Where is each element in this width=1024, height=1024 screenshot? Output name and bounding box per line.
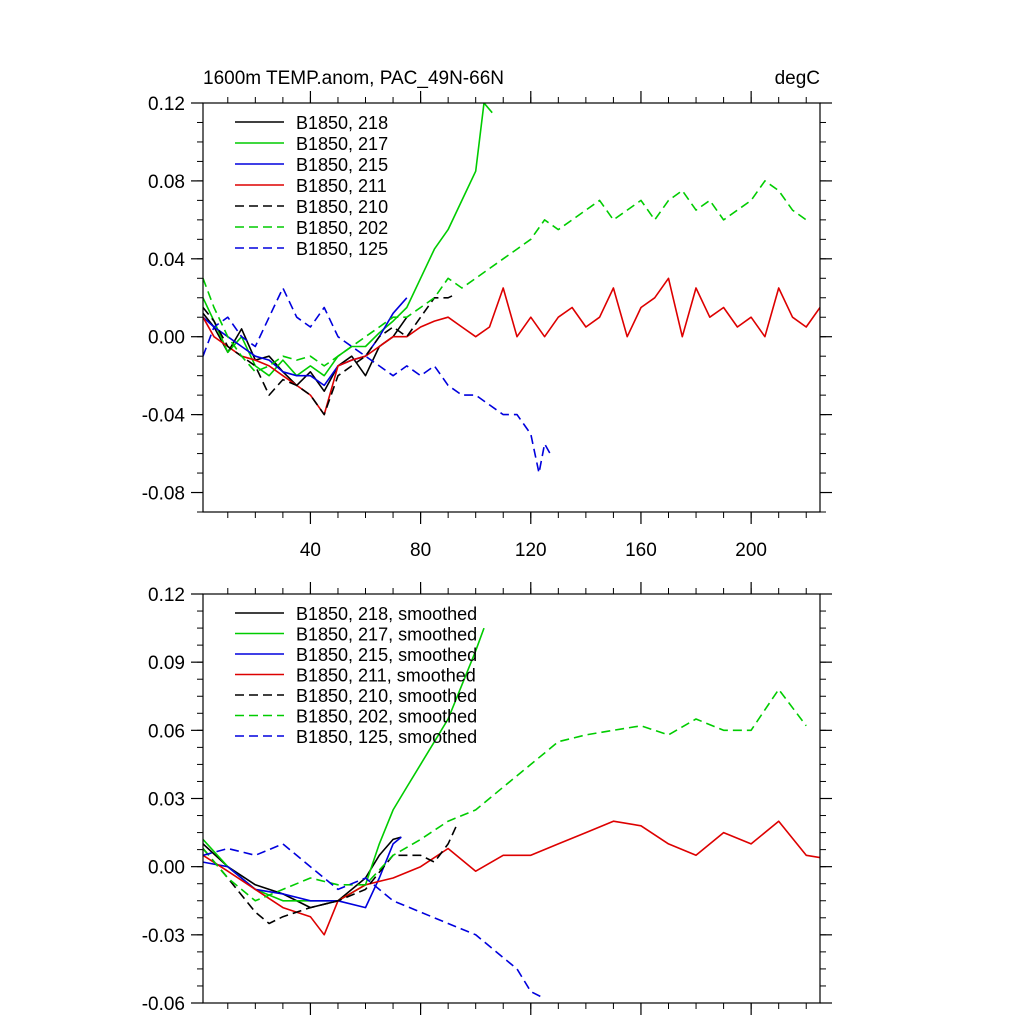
bottom-series-group bbox=[203, 627, 820, 1000]
bottom-legend-label-6: B1850, 202, smoothed bbox=[296, 707, 477, 727]
top-y-tick-label: 0.08 bbox=[148, 172, 185, 193]
bottom-legend-label-3: B1850, 215, smoothed bbox=[296, 645, 477, 665]
top-series-group bbox=[203, 103, 820, 474]
top-series-line-7 bbox=[203, 287, 551, 474]
bottom-legend-label-5: B1850, 210, smoothed bbox=[296, 686, 477, 706]
top-legend-label-5: B1850, 210 bbox=[296, 197, 388, 217]
top-panel-title: 1600m TEMP.anom, PAC_49N-66N bbox=[203, 68, 504, 89]
top-series-line-3 bbox=[203, 297, 408, 387]
bottom-panel: 0.12 0.09 0.06 0.03 0.00 -0.03 -0.06 B1850, 218… bbox=[142, 582, 832, 1015]
top-x-tick-label: 80 bbox=[410, 540, 431, 561]
bottom-series-line-7 bbox=[203, 843, 545, 1000]
bottom-y-tick-label: 0.00 bbox=[148, 858, 185, 879]
top-legend-label-4: B1850, 211 bbox=[296, 176, 387, 196]
top-series-line-6 bbox=[203, 180, 807, 373]
bottom-y-tick-label: 0.09 bbox=[148, 653, 185, 674]
top-y-tick-label: 0.00 bbox=[148, 328, 185, 349]
bottom-y-tick-label: 0.03 bbox=[148, 790, 185, 811]
top-x-tick-label: 120 bbox=[515, 540, 547, 561]
top-y-tick-label: -0.04 bbox=[142, 406, 186, 427]
top-plot-frame bbox=[202, 102, 821, 513]
bottom-y-tick-label: 0.06 bbox=[148, 721, 185, 742]
top-y-tick-label: -0.08 bbox=[142, 484, 185, 505]
top-legend-label-6: B1850, 202 bbox=[296, 218, 388, 238]
top-x-tick-label: 40 bbox=[300, 540, 321, 561]
top-legend-label-2: B1850, 217 bbox=[296, 134, 388, 154]
bottom-series-line-5 bbox=[203, 825, 458, 925]
top-series-line-5 bbox=[203, 293, 457, 416]
bottom-y-tick-label: -0.03 bbox=[142, 926, 185, 947]
bottom-legend-label-2: B1850, 217, smoothed bbox=[296, 625, 477, 645]
top-x-tick-label: 160 bbox=[625, 540, 657, 561]
bottom-y-tick-label: -0.06 bbox=[142, 994, 185, 1015]
bottom-legend-label-4: B1850, 211, smoothed bbox=[296, 666, 476, 686]
top-legend-label-7: B1850, 125 bbox=[296, 239, 388, 259]
top-y-tick-label: 0.12 bbox=[148, 94, 185, 115]
top-legend-label-1: B1850, 218 bbox=[296, 113, 388, 133]
bottom-series-line-4 bbox=[203, 820, 820, 936]
bottom-series-line-3 bbox=[203, 836, 402, 909]
top-y-tick-label: 0.04 bbox=[148, 250, 185, 271]
top-panel-units: degC bbox=[775, 68, 820, 89]
top-series-line-2 bbox=[203, 103, 493, 377]
bottom-y-tick-label: 0.12 bbox=[148, 585, 185, 606]
bottom-legend-label-1: B1850, 218, smoothed bbox=[296, 604, 477, 624]
bottom-legend-label-7: B1850, 125, smoothed bbox=[296, 727, 477, 747]
top-legend-label-3: B1850, 215 bbox=[296, 155, 388, 175]
top-x-tick-label: 200 bbox=[735, 540, 767, 561]
top-panel: 1600m TEMP.anom, PAC_49N-66N degC 0.12 0.… bbox=[142, 68, 832, 561]
